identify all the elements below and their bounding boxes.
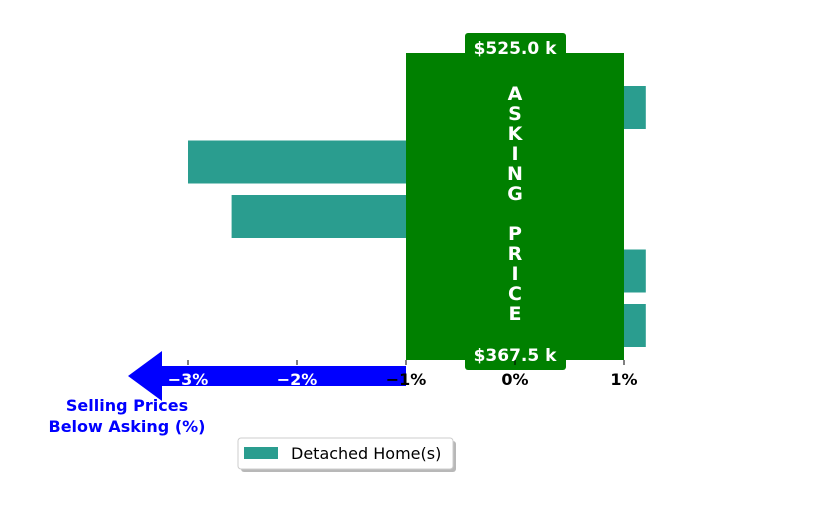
asking-letter-4: N xyxy=(507,163,523,185)
below-asking-arrow: Selling Prices Below Asking (%) xyxy=(49,351,406,436)
arrow-shape xyxy=(128,351,406,401)
asking-letter-3: I xyxy=(511,143,518,165)
asking-letter-5: G xyxy=(507,183,523,205)
top-price-label: $525.0 k xyxy=(474,39,558,59)
asking-letter-8: R xyxy=(508,243,523,265)
asking-letter-2: K xyxy=(508,123,524,145)
arrow-caption-line-1: Below Asking (%) xyxy=(49,417,206,436)
x-tick-label-4: 1% xyxy=(610,370,637,389)
asking-letter-9: I xyxy=(511,263,518,285)
arrow-caption-line-0: Selling Prices xyxy=(66,396,188,415)
x-tick-label-3: 0% xyxy=(501,370,528,389)
legend: Detached Home(s) xyxy=(237,437,456,472)
asking-letter-7: P xyxy=(508,223,522,245)
x-axis: −3% −2% −1% 0% 1% xyxy=(168,360,638,389)
asking-letter-11: E xyxy=(509,303,522,325)
x-tick-label-1: −2% xyxy=(277,370,318,389)
asking-letter-1: S xyxy=(508,103,522,125)
asking-band-rect xyxy=(406,53,624,360)
x-tick-label-0: −3% xyxy=(168,370,209,389)
legend-label: Detached Home(s) xyxy=(291,444,441,463)
bottom-price-label: $367.5 k xyxy=(474,346,558,366)
asking-letter-0: A xyxy=(508,83,523,105)
top-price-box xyxy=(465,33,566,62)
bottom-price-box xyxy=(465,340,566,370)
x-tick-label-2: −1% xyxy=(386,370,427,389)
asking-letter-10: C xyxy=(508,283,522,305)
legend-box xyxy=(237,437,454,470)
legend-swatch xyxy=(244,447,278,459)
